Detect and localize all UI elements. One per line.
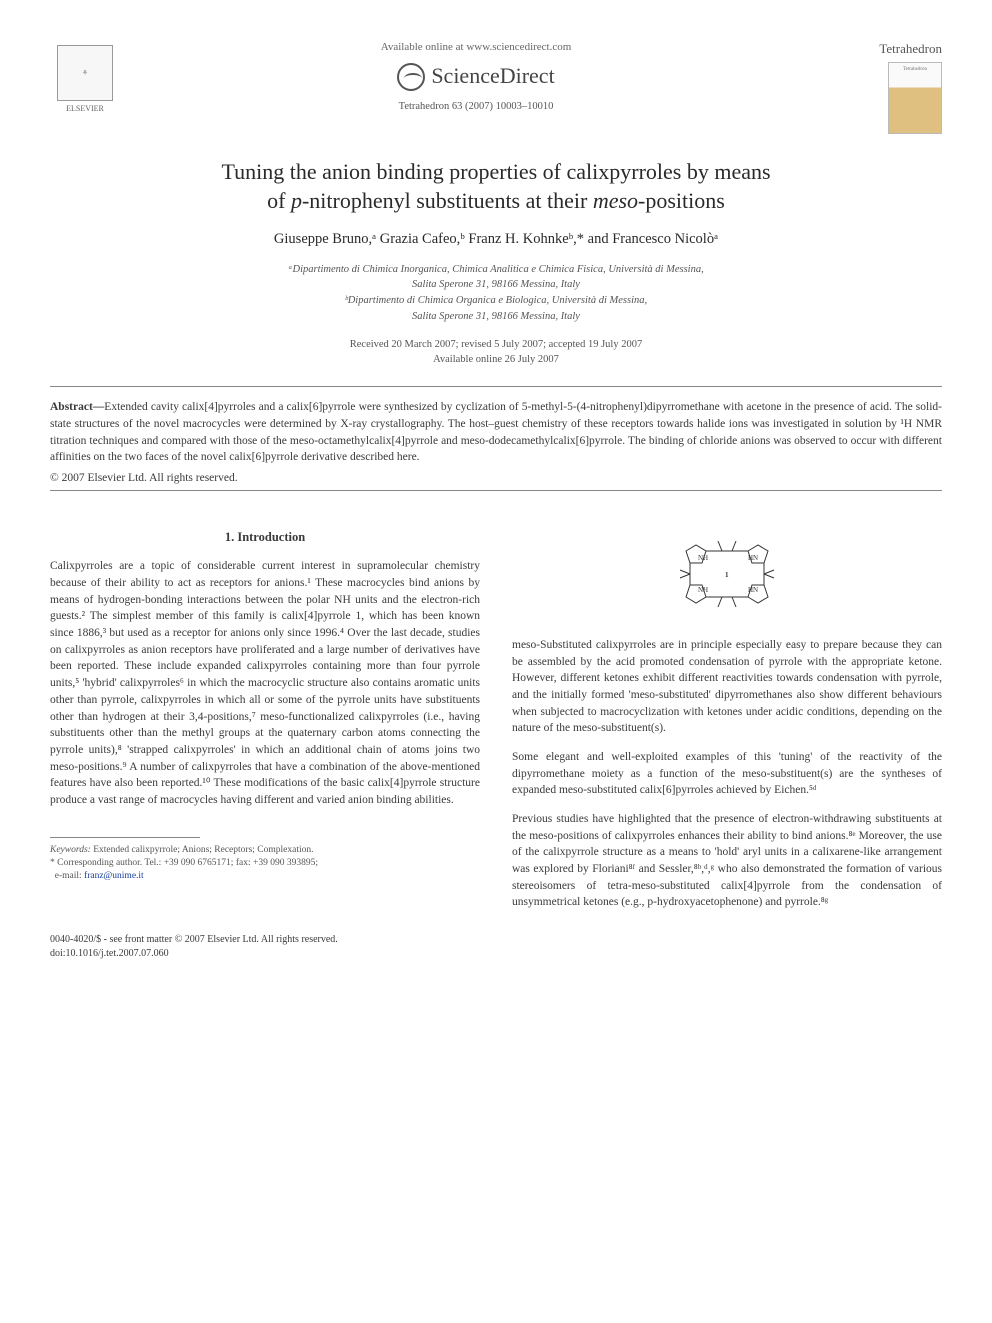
intro-paragraph-3: Some elegant and well-exploited examples…	[512, 749, 942, 799]
calix4pyrrole-structure-icon: NH HN NH HN 1	[662, 529, 792, 619]
intro-paragraph-2: meso-Substituted calixpyrroles are in pr…	[512, 637, 942, 737]
center-header: Available online at www.sciencedirect.co…	[120, 40, 832, 115]
intro-paragraph-4: Previous studies have highlighted that t…	[512, 811, 942, 911]
abstract-label: Abstract—	[50, 401, 104, 413]
email-link[interactable]: franz@unime.it	[84, 871, 144, 881]
abstract-block: Abstract—Extended cavity calix[4]pyrrole…	[50, 399, 942, 466]
copyright-line: © 2007 Elsevier Ltd. All rights reserved…	[50, 470, 942, 486]
corresponding-author: * Corresponding author. Tel.: +39 090 67…	[50, 857, 480, 870]
header-row: ⚘ ELSEVIER Available online at www.scien…	[50, 40, 942, 134]
author-list: Giuseppe Bruno,ᵃ Grazia Cafeo,ᵇ Franz H.…	[50, 229, 942, 249]
corr-text: Tel.: +39 090 6765171; fax: +39 090 3938…	[144, 858, 318, 868]
divider-top	[50, 386, 942, 387]
bottom-left: 0040-4020/$ - see front matter © 2007 El…	[50, 933, 338, 961]
corr-label: * Corresponding author.	[50, 858, 142, 868]
footer-divider	[50, 837, 200, 838]
email-label: e-mail:	[55, 871, 82, 881]
article-title: Tuning the anion binding properties of c…	[50, 158, 942, 215]
hn-label: HN	[748, 554, 758, 562]
chemical-structure-figure: NH HN NH HN 1	[512, 529, 942, 619]
dates-line-2: Available online 26 July 2007	[50, 352, 942, 368]
publisher-name: ELSEVIER	[66, 103, 104, 114]
keywords-line: Keywords: Extended calixpyrrole; Anions;…	[50, 844, 480, 857]
elsevier-logo: ⚘ ELSEVIER	[50, 40, 120, 120]
section-heading-1: 1. Introduction	[50, 529, 480, 547]
bottom-footer: 0040-4020/$ - see front matter © 2007 El…	[50, 933, 942, 961]
intro-paragraph-1: Calixpyrroles are a topic of considerabl…	[50, 558, 480, 808]
footer-area: Keywords: Extended calixpyrrole; Anions;…	[50, 837, 480, 884]
affiliation-b-2: Salita Sperone 31, 98166 Messina, Italy	[50, 309, 942, 325]
abstract-text: Extended cavity calix[4]pyrroles and a c…	[50, 401, 942, 463]
keywords-text: Extended calixpyrrole; Anions; Receptors…	[93, 845, 313, 855]
affiliations: ᵃDipartimento di Chimica Inorganica, Chi…	[50, 262, 942, 325]
front-matter-line: 0040-4020/$ - see front matter © 2007 El…	[50, 933, 338, 947]
affiliation-b-1: ᵇDipartimento di Chimica Organica e Biol…	[50, 293, 942, 309]
dates-line-1: Received 20 March 2007; revised 5 July 2…	[50, 337, 942, 353]
doi-line: doi:10.1016/j.tet.2007.07.060	[50, 947, 338, 961]
two-column-body: 1. Introduction Calixpyrroles are a topi…	[50, 529, 942, 923]
elsevier-tree-icon: ⚘	[57, 45, 113, 101]
journal-cover-thumb: Tetrahedron	[888, 62, 942, 134]
email-line: e-mail: franz@unime.it	[50, 870, 480, 883]
right-column: NH HN NH HN 1 meso-Substituted calixpyrr…	[512, 529, 942, 923]
available-online-text: Available online at www.sciencedirect.co…	[140, 40, 812, 55]
keywords-label: Keywords:	[50, 845, 91, 855]
journal-reference: Tetrahedron 63 (2007) 10003–10010	[140, 100, 812, 115]
journal-name: Tetrahedron	[832, 40, 942, 58]
compound-number-1: 1	[725, 571, 729, 579]
affiliation-a-2: Salita Sperone 31, 98166 Messina, Italy	[50, 277, 942, 293]
affiliation-a-1: ᵃDipartimento di Chimica Inorganica, Chi…	[50, 262, 942, 278]
sciencedirect-logo: ScienceDirect	[140, 61, 812, 92]
sd-swoosh-icon	[397, 63, 425, 91]
nh-label: NH	[698, 554, 708, 562]
divider-bottom	[50, 490, 942, 491]
cover-mini-label: Tetrahedron	[903, 66, 927, 73]
left-column: 1. Introduction Calixpyrroles are a topi…	[50, 529, 480, 923]
hn-label-2: HN	[748, 586, 758, 594]
right-header: Tetrahedron Tetrahedron	[832, 40, 942, 134]
sd-brand-text: ScienceDirect	[431, 61, 554, 92]
article-dates: Received 20 March 2007; revised 5 July 2…	[50, 337, 942, 369]
nh-label-2: NH	[698, 586, 708, 594]
